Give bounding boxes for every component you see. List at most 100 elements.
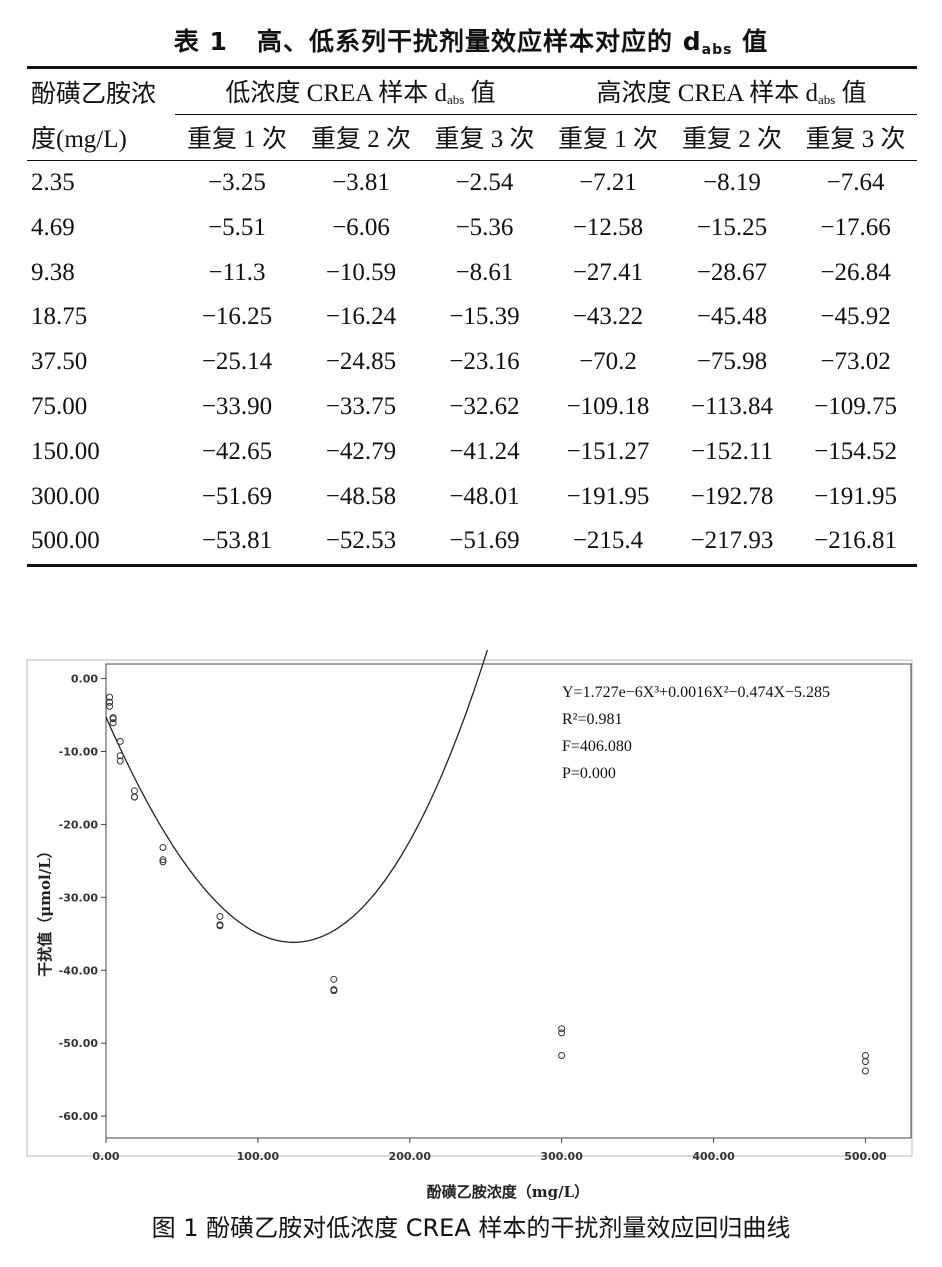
chart-outer-frame	[26, 659, 913, 1157]
x-tick-label: 100.00	[237, 1150, 280, 1163]
header-concentration-line1: 酚磺乙胺浓	[27, 66, 175, 115]
value-cell: −191.95	[566, 482, 650, 510]
table-row: 4.69 −5.51 −6.06 −5.36 −12.58 −15.25 −17.66	[27, 205, 917, 250]
concentration-cell: 300.00	[31, 482, 100, 510]
scatter-point	[159, 843, 167, 851]
table-header-row-2: 度(mg/L) 重复 1 次 重复 2 次 重复 3 次 重复 1 次 重复 2…	[27, 113, 918, 161]
annotation-line: Y=1.727e−6X³+0.0016X²−0.474X−5.285	[562, 684, 830, 701]
table-row: 37.50 −25.14 −24.85 −23.16 −70.2 −75.98 −73.02	[27, 340, 917, 385]
value-cell: −216.81	[794, 518, 918, 567]
table-row: 2.35 −3.25 −3.81 −2.54 −7.21 −8.19 −7.64	[27, 160, 917, 205]
table-caption-subscript: abs	[701, 42, 733, 58]
header-group-high: 高浓度 CREA 样本 dabs 值	[546, 66, 918, 115]
value-cell: −75.98	[696, 348, 768, 376]
scatter-point	[861, 1058, 869, 1066]
y-tick-label: -30.00	[59, 891, 99, 904]
scatter-point	[130, 787, 138, 795]
value-cell: −48.01	[449, 482, 520, 510]
scatter-point	[330, 975, 338, 983]
value-cell: −33.75	[325, 392, 397, 420]
value-cell: −3.81	[332, 168, 390, 196]
header-rep: 重复 1 次	[175, 113, 299, 161]
chart-plot-area	[105, 663, 912, 1139]
value-cell: −42.65	[201, 437, 273, 465]
value-cell: −7.21	[579, 168, 637, 196]
concentration-cell: 500.00	[27, 518, 175, 567]
table-number: 表 1	[173, 27, 228, 56]
value-cell: −32.62	[449, 392, 520, 420]
concentration-cell: 4.69	[31, 213, 75, 241]
value-cell: −16.24	[325, 303, 397, 331]
scatter-point	[109, 719, 117, 727]
x-tick-label: 400.00	[692, 1150, 735, 1163]
y-tick-label: 0.00	[71, 673, 98, 686]
x-tick-label: 200.00	[389, 1150, 432, 1163]
value-cell: −52.53	[299, 518, 423, 567]
value-cell: −26.84	[820, 258, 891, 286]
scatter-point	[216, 921, 224, 929]
value-cell: −24.85	[325, 348, 397, 376]
scatter-point	[558, 1025, 566, 1033]
value-cell: −15.39	[449, 303, 520, 331]
value-cell: −5.51	[208, 213, 266, 241]
header-group-low: 低浓度 CREA 样本 dabs 值	[175, 66, 547, 115]
value-cell: −70.2	[579, 348, 637, 376]
header-rep: 重复 3 次	[423, 113, 547, 161]
value-cell: −45.92	[820, 303, 891, 331]
value-cell: −27.41	[572, 258, 644, 286]
x-tick-label: 500.00	[844, 1150, 887, 1163]
x-tick-label: 0.00	[92, 1150, 119, 1163]
value-cell: −42.79	[325, 437, 397, 465]
table-row: 18.75 −16.25 −16.24 −15.39 −43.22 −45.48 −45.9…	[27, 295, 917, 340]
concentration-cell: 150.00	[31, 437, 100, 465]
header-rep: 重复 2 次	[670, 113, 795, 161]
scatter-point	[159, 858, 167, 866]
header-group-high-text: 高浓度 CREA 样本 d	[596, 80, 818, 108]
scatter-point	[330, 987, 338, 995]
header-group-high-sub: abs	[817, 92, 836, 108]
value-cell: −6.06	[332, 213, 390, 241]
data-table: 酚磺乙胺浓 低浓度 CREA 样本 dabs 值 高浓度 CREA 样本 dab…	[27, 66, 918, 567]
scatter-point	[558, 1052, 566, 1060]
scatter-point	[116, 757, 124, 765]
value-cell: −16.25	[201, 303, 273, 331]
value-cell: −41.24	[449, 437, 520, 465]
value-cell: −25.14	[201, 348, 273, 376]
value-cell: −5.36	[455, 213, 514, 241]
header-group-low-end: 值	[464, 80, 496, 108]
scatter-point	[106, 702, 114, 710]
scatter-point	[130, 793, 138, 801]
table-caption-end: 值	[732, 27, 769, 56]
value-cell: −109.75	[814, 392, 897, 420]
concentration-cell: 2.35	[31, 168, 75, 196]
value-cell: −151.27	[566, 437, 650, 465]
scatter-points	[106, 693, 869, 1075]
x-axis-label: 酚磺乙胺浓度（mg/L）	[427, 1183, 589, 1201]
y-axis: 0.00 -10.00 -20.00 -30.00 -40.00 -50.00 -60.00	[59, 673, 106, 1123]
header-rep: 重复 1 次	[546, 113, 671, 161]
y-tick-label: -60.00	[59, 1110, 99, 1123]
value-cell: −23.16	[449, 348, 520, 376]
value-cell: −28.67	[696, 258, 768, 286]
scatter-point	[109, 714, 117, 722]
table-row: 9.38 −11.3 −10.59 −8.61 −27.41 −28.67 −26.84	[27, 250, 917, 295]
y-tick-label: -50.00	[59, 1037, 99, 1050]
value-cell: −7.64	[826, 168, 885, 196]
scatter-point	[116, 752, 124, 760]
regression-chart: 0.00 -10.00 -20.00 -30.00 -40.00 -50.00 -60.00…	[26, 650, 913, 1201]
value-cell: −53.81	[175, 518, 299, 567]
scatter-point	[558, 1029, 566, 1037]
header-rep: 重复 2 次	[299, 113, 423, 161]
value-cell: −217.93	[670, 518, 795, 567]
table-row: 150.00 −42.65 −42.79 −41.24 −151.27 −152.11 −1…	[27, 429, 917, 474]
value-cell: −10.59	[325, 258, 397, 286]
value-cell: −2.54	[455, 168, 514, 196]
value-cell: −51.69	[423, 518, 547, 567]
header-group-high-end: 值	[835, 80, 867, 108]
value-cell: −51.69	[201, 482, 273, 510]
annotation-line: R²=0.981	[562, 711, 623, 728]
value-cell: −152.11	[691, 437, 773, 465]
value-cell: −192.78	[690, 482, 774, 510]
table-row: 300.00 −51.69 −48.58 −48.01 −191.95 −192.78 −1…	[27, 474, 917, 519]
concentration-cell: 9.38	[31, 258, 75, 286]
